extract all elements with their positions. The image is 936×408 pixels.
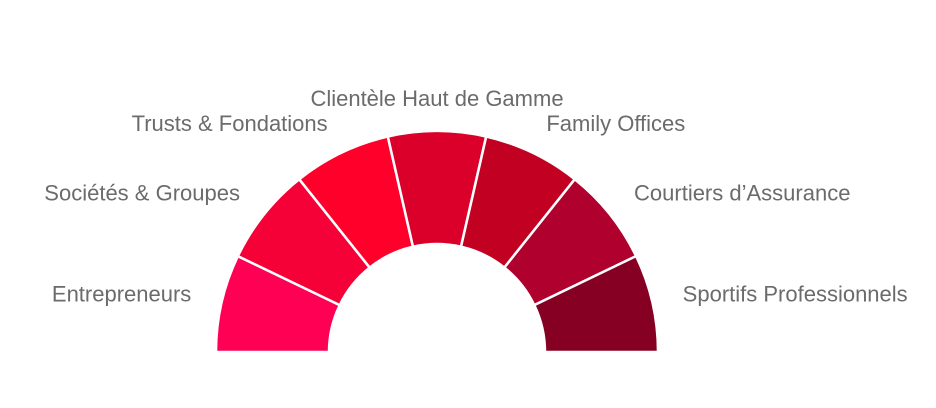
chart-labels: Entrepreneurs Sociétés & Groupes Trusts & … (44, 86, 907, 307)
label-entrepreneurs: Entrepreneurs (52, 282, 191, 307)
label-courtiers-d-assurance: Courtiers d’Assurance (634, 181, 850, 206)
label-family-offices: Family Offices (546, 111, 685, 136)
label-clientele-haut-de-gamme: Clientèle Haut de Gamme (310, 86, 563, 111)
slice-sportifs-professionnels[interactable] (532, 254, 660, 354)
label-trusts-fondations: Trusts & Fondations (132, 111, 328, 136)
chart-slices (214, 129, 660, 354)
label-sportifs-professionnels: Sportifs Professionnels (683, 282, 908, 307)
label-societes-groupes: Sociétés & Groupes (44, 181, 240, 206)
